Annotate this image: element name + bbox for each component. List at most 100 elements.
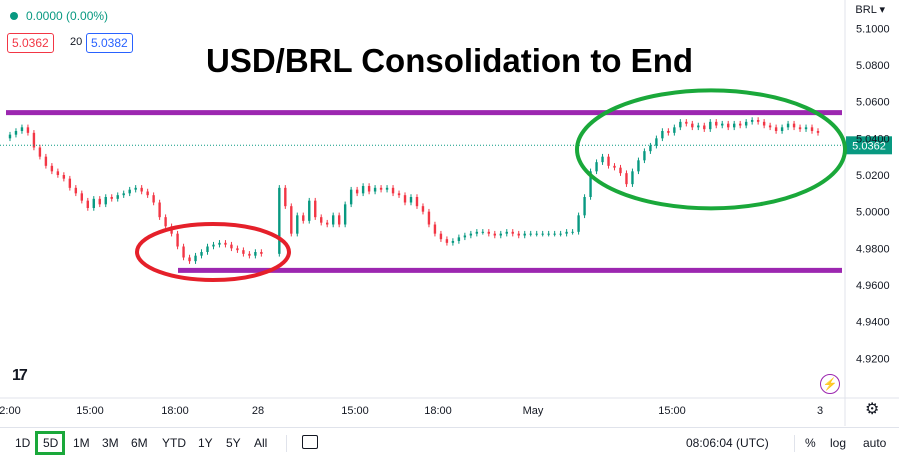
log-scale-toggle[interactable]: log xyxy=(830,436,847,450)
range-1m-button[interactable]: 1M xyxy=(73,436,90,450)
candles-layer xyxy=(8,117,820,264)
range-3m-button[interactable]: 3M xyxy=(102,436,119,450)
candle-body xyxy=(290,206,293,234)
x-tick-label: 3 xyxy=(817,405,823,417)
currency-selector[interactable]: BRL ▾ xyxy=(855,4,885,16)
candle-body xyxy=(116,195,119,199)
candle-body xyxy=(146,191,149,196)
x-tick-label: 18:00 xyxy=(424,405,452,417)
candle-body xyxy=(230,244,233,249)
candle-body xyxy=(750,120,754,122)
candle-body xyxy=(703,125,706,130)
candle-body xyxy=(481,231,485,233)
y-tick-label: 5.0200 xyxy=(856,170,890,182)
candle-body xyxy=(499,233,502,236)
x-tick-label: 15:00 xyxy=(76,405,104,417)
candle-body xyxy=(439,233,443,240)
candle-body xyxy=(14,131,18,135)
candle-body xyxy=(308,200,311,221)
toolbar-divider xyxy=(286,435,287,452)
range-1y-button[interactable]: 1Y xyxy=(198,436,213,450)
candle-body xyxy=(756,120,760,122)
level-lines: 5.0362 xyxy=(0,136,892,155)
candle-body xyxy=(98,198,101,205)
toolbar-divider-right xyxy=(794,435,795,452)
x-tick-label: 18:00 xyxy=(161,405,189,417)
low-consolidation-circle xyxy=(135,222,291,282)
current-price-badge xyxy=(846,136,892,155)
x-tick-label: May xyxy=(523,405,544,417)
candle-body xyxy=(523,233,526,236)
lightning-icon[interactable]: ⚡ xyxy=(820,374,840,394)
candle-body xyxy=(367,186,371,192)
candle-body xyxy=(200,252,203,256)
y-tick-label: 5.0400 xyxy=(856,133,890,145)
candle-body xyxy=(565,231,568,234)
range-6m-button[interactable]: 6M xyxy=(131,436,148,450)
candle-body xyxy=(254,252,257,256)
candle-body xyxy=(128,189,131,194)
candle-body xyxy=(349,189,353,205)
candle-body xyxy=(451,241,455,243)
percent-scale-toggle[interactable]: % xyxy=(805,436,816,450)
candle-body xyxy=(355,189,359,194)
candle-body xyxy=(152,195,155,203)
candle-body xyxy=(212,244,215,247)
candle-body xyxy=(409,197,413,203)
candle-body xyxy=(236,248,239,251)
range-ytd-button[interactable]: YTD xyxy=(162,436,186,450)
candle-body xyxy=(110,197,113,199)
candle-body xyxy=(391,187,395,194)
range-5d-button[interactable]: 5D xyxy=(43,436,59,450)
candle-body xyxy=(553,233,556,235)
candle-body xyxy=(655,138,658,146)
candle-body xyxy=(134,187,137,190)
price-chart[interactable]: 5.0362 5.1000 5.0800 5.0600 5.0400 5.0200 5.0… xyxy=(0,0,899,428)
y-tick-label: 4.9400 xyxy=(856,317,890,329)
sell-price-button[interactable]: 5.0362 xyxy=(7,33,54,53)
candle-body xyxy=(302,215,305,221)
candle-body xyxy=(397,193,401,196)
calendar-range-icon[interactable] xyxy=(302,435,318,449)
candle-body xyxy=(188,257,191,262)
price-change: 0.0000 (0.00%) xyxy=(26,9,109,23)
candle-body xyxy=(373,187,377,192)
candle-body xyxy=(493,233,496,236)
candle-body xyxy=(427,211,431,225)
candle-body xyxy=(284,187,287,207)
candle-body xyxy=(421,206,425,212)
buy-price-button[interactable]: 5.0382 xyxy=(86,33,133,53)
tradingview-logo-icon[interactable]: 17 xyxy=(12,367,28,384)
candle-body xyxy=(158,202,161,218)
candle-body xyxy=(194,255,197,262)
candle-body xyxy=(164,217,167,227)
candle-body xyxy=(475,231,479,234)
gear-icon[interactable]: ⚙ xyxy=(865,401,880,418)
candle-body xyxy=(176,233,179,247)
price-change-header: 0.0000 (0.00%) xyxy=(10,9,108,23)
range-all-button[interactable]: All xyxy=(254,436,268,450)
candle-body xyxy=(631,171,634,185)
candle-body xyxy=(744,121,748,126)
range-1d-button[interactable]: 1D xyxy=(15,436,31,450)
range-5y-button[interactable]: 5Y xyxy=(226,436,241,450)
candle-body xyxy=(810,127,814,131)
utc-time[interactable]: 08:06:04 (UTC) xyxy=(686,436,769,450)
candle-body xyxy=(44,156,48,166)
candle-body xyxy=(517,233,520,236)
y-tick-label: 5.0000 xyxy=(856,207,890,219)
status-dot-icon xyxy=(10,12,18,20)
candle-body xyxy=(601,156,604,163)
candle-body xyxy=(685,121,688,124)
time-axis[interactable]: 2:00 15:00 18:00 28 15:00 18:00 May 15:00 3 xyxy=(0,405,823,417)
candle-body xyxy=(613,165,616,168)
candle-body xyxy=(547,233,550,235)
price-axis[interactable]: 5.1000 5.0800 5.0600 5.0400 5.0200 5.0000 4.98… xyxy=(0,0,899,426)
candle-body xyxy=(56,171,60,175)
candle-body xyxy=(433,224,437,234)
auto-scale-toggle[interactable]: auto xyxy=(863,436,887,450)
candle-body xyxy=(403,195,407,203)
candle-body xyxy=(487,231,491,234)
x-tick-label: 15:00 xyxy=(341,405,369,417)
candle-body xyxy=(559,233,562,235)
